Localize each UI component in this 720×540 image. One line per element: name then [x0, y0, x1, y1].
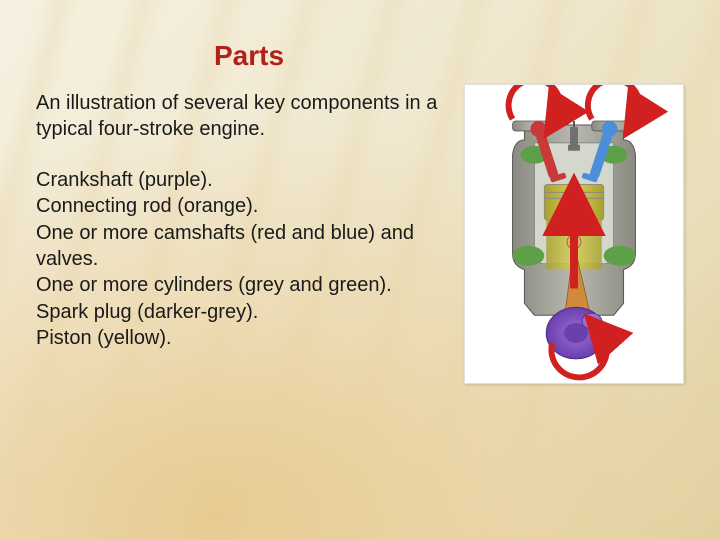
rotation-arrow-left: [509, 85, 561, 119]
content-row: An illustration of several key component…: [36, 90, 684, 384]
text-column: An illustration of several key component…: [36, 90, 454, 384]
intro-text: An illustration of several key component…: [36, 90, 454, 143]
parts-item: Spark plug (darker-grey).: [36, 299, 454, 325]
parts-item: One or more cylinders (grey and green).: [36, 272, 454, 298]
spark-plug: [570, 127, 578, 147]
crankshaft: [546, 307, 605, 359]
engine-illustration: [464, 84, 684, 384]
engine-svg: [465, 85, 683, 383]
slide-title: Parts: [214, 40, 684, 72]
parts-list: Crankshaft (purple). Connecting rod (ora…: [36, 167, 454, 352]
seal-green: [513, 246, 545, 266]
parts-item: Connecting rod (orange).: [36, 193, 454, 219]
parts-item: One or more camshafts (red and blue) and…: [36, 220, 454, 273]
seal-green: [604, 246, 636, 266]
parts-item: Piston (yellow).: [36, 325, 454, 351]
parts-item: Crankshaft (purple).: [36, 167, 454, 193]
rotation-arrow-right: [588, 85, 640, 119]
spark-plug-base: [568, 145, 580, 151]
slide: Parts An illustration of several key com…: [0, 0, 720, 540]
